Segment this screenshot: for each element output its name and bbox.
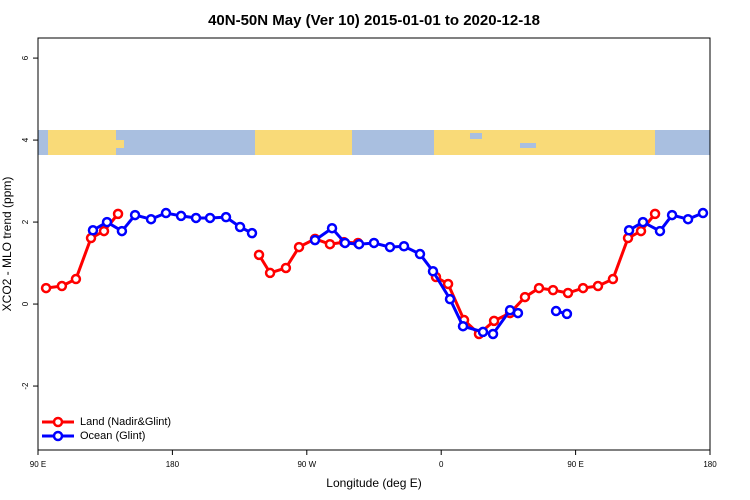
- data-point: [682, 213, 694, 225]
- data-point: [353, 238, 365, 250]
- y-tick-label: 2: [21, 219, 30, 224]
- data-point: [457, 320, 469, 332]
- data-point: [592, 280, 604, 292]
- y-axis-label: XCO2 - MLO trend (ppm): [0, 177, 14, 312]
- x-tick-label: 0: [439, 460, 444, 469]
- data-point: [87, 225, 99, 236]
- data-point: [293, 241, 305, 253]
- data-point: [547, 284, 559, 296]
- plot-frame: [37, 37, 711, 451]
- data-point: [101, 216, 113, 228]
- data-point: [477, 326, 489, 338]
- data-point: [368, 237, 380, 249]
- data-point: [56, 280, 68, 292]
- data-point: [654, 225, 666, 237]
- data-point: [190, 212, 202, 224]
- y-tick-label: 4: [21, 137, 30, 142]
- data-point: [384, 241, 396, 253]
- x-tick-label: 90 E: [30, 460, 46, 469]
- data-point: [324, 238, 336, 250]
- data-point: [116, 225, 128, 237]
- data-point: [512, 307, 524, 319]
- data-point: [220, 211, 232, 223]
- data-point: [129, 209, 141, 221]
- data-point: [577, 282, 589, 294]
- data-point: [487, 328, 499, 340]
- legend: Land (Nadir&Glint) Ocean (Glint): [42, 416, 171, 442]
- data-point: [398, 241, 410, 252]
- data-point: [623, 225, 635, 236]
- data-point: [649, 208, 661, 220]
- data-point: [561, 308, 573, 320]
- legend-marker: [52, 430, 64, 442]
- x-tick-label: 180: [166, 460, 180, 469]
- x-tick-label: 180: [703, 460, 717, 469]
- data-point: [280, 262, 292, 274]
- data-point: [607, 273, 619, 285]
- x-axis-label: Longitude (deg E): [326, 476, 421, 490]
- data-point: [550, 305, 562, 317]
- data-point: [234, 221, 246, 233]
- y-tick-label: 6: [21, 55, 30, 60]
- data-point: [264, 267, 276, 279]
- data-point: [635, 225, 647, 237]
- data-point: [444, 293, 456, 305]
- data-point: [253, 249, 265, 261]
- x-tick-label: 90 W: [297, 460, 316, 469]
- data-point: [98, 225, 110, 237]
- legend-label: Ocean (Glint): [80, 430, 145, 442]
- data-point: [427, 266, 439, 277]
- data-point: [326, 222, 338, 234]
- chart-title: 40N-50N May (Ver 10) 2015-01-01 to 2020-…: [208, 12, 540, 29]
- series-line: [92, 211, 704, 336]
- data-point: [40, 282, 52, 294]
- legend-label: Land (Nadir&Glint): [80, 416, 171, 428]
- legend-marker: [52, 416, 64, 428]
- x-tick-label: 90 E: [567, 460, 583, 469]
- data-point: [112, 208, 124, 220]
- data-point: [70, 273, 82, 285]
- data-point: [637, 216, 649, 228]
- data-point: [519, 291, 531, 303]
- data-point: [204, 212, 216, 224]
- data-point: [175, 210, 187, 222]
- data-point: [533, 282, 545, 294]
- data-point: [442, 278, 454, 290]
- data-point: [488, 315, 500, 327]
- data-point: [697, 207, 709, 219]
- data-point: [160, 207, 172, 219]
- y-tick-label: -2: [21, 382, 30, 390]
- data-point: [309, 234, 321, 246]
- data-point: [339, 237, 351, 249]
- data-point: [666, 209, 678, 221]
- y-tick-label: 0: [21, 301, 30, 306]
- data-point: [414, 248, 426, 260]
- data-point: [246, 227, 258, 239]
- data-point: [145, 213, 157, 225]
- map-band: [38, 130, 710, 155]
- data-point: [562, 287, 574, 299]
